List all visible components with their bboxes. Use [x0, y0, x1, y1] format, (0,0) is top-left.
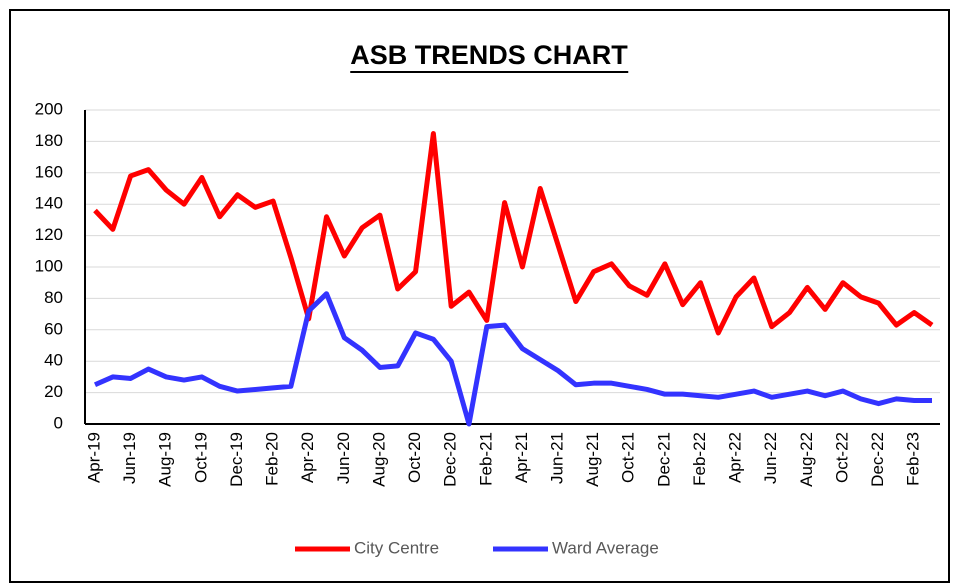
- x-tick-label: Jun-22: [761, 432, 780, 484]
- x-tick-label: Feb-23: [904, 432, 923, 486]
- x-tick-label: Aug-20: [369, 432, 388, 487]
- x-tick-label: Feb-21: [476, 432, 495, 486]
- y-tick-label: 160: [35, 162, 63, 181]
- chart-title: ASB TRENDS CHART: [350, 40, 628, 70]
- y-tick-label: 0: [54, 413, 63, 432]
- legend-label: Ward Average: [552, 538, 659, 557]
- y-tick-label: 140: [35, 194, 63, 213]
- x-tick-label: Jun-20: [334, 432, 353, 484]
- y-tick-label: 180: [35, 131, 63, 150]
- legend-label: City Centre: [354, 538, 439, 557]
- x-tick-label: Apr-22: [726, 432, 745, 483]
- y-tick-label: 100: [35, 256, 63, 275]
- y-tick-label: 200: [35, 99, 63, 118]
- series-line: [93, 291, 932, 427]
- x-tick-label: Apr-20: [298, 432, 317, 483]
- y-tick-label: 60: [44, 319, 63, 338]
- x-tick-label: Jun-21: [548, 432, 567, 484]
- x-tick-label: Apr-21: [512, 432, 531, 483]
- y-tick-label: 20: [44, 382, 63, 401]
- series-line: [93, 131, 934, 336]
- x-tick-label: Oct-20: [405, 432, 424, 483]
- x-tick-label: Dec-20: [441, 432, 460, 487]
- x-tick-label: Aug-22: [797, 432, 816, 487]
- chart-border: [9, 9, 950, 583]
- x-tick-label: Apr-19: [84, 432, 103, 483]
- x-tick-label: Oct-19: [191, 432, 210, 483]
- y-tick-label: 40: [44, 351, 63, 370]
- x-tick-label: Dec-22: [868, 432, 887, 487]
- x-tick-label: Dec-19: [227, 432, 246, 487]
- x-tick-label: Oct-22: [832, 432, 851, 483]
- x-tick-label: Dec-21: [654, 432, 673, 487]
- x-tick-label: Oct-21: [619, 432, 638, 483]
- x-tick-label: Jun-19: [120, 432, 139, 484]
- x-tick-label: Feb-20: [263, 432, 282, 486]
- x-tick-label: Aug-21: [583, 432, 602, 487]
- y-tick-label: 80: [44, 288, 63, 307]
- x-tick-label: Aug-19: [156, 432, 175, 487]
- x-tick-label: Feb-22: [690, 432, 709, 486]
- y-tick-label: 120: [35, 225, 63, 244]
